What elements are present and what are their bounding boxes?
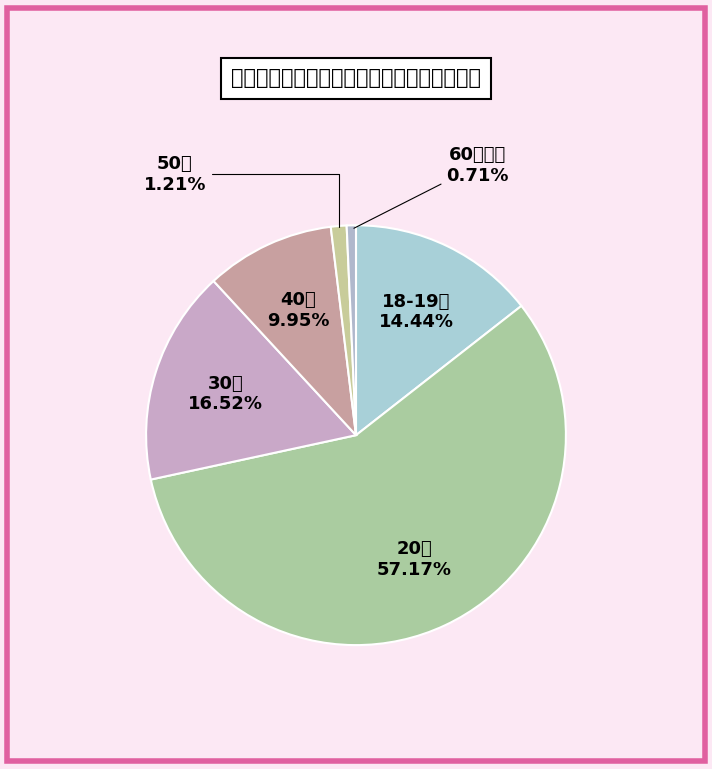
Text: 50代
1.21%: 50代 1.21% xyxy=(144,155,339,228)
Text: 30代
16.52%: 30代 16.52% xyxy=(188,375,263,413)
Text: 40代
9.95%: 40代 9.95% xyxy=(267,291,330,330)
Wedge shape xyxy=(331,225,356,435)
Text: 60代以上
0.71%: 60代以上 0.71% xyxy=(354,146,509,228)
Wedge shape xyxy=(214,227,356,435)
Wedge shape xyxy=(151,306,566,645)
Wedge shape xyxy=(347,225,356,435)
Title: 滋賀県のワクワクメール：女性会員の年齢層: 滋賀県のワクワクメール：女性会員の年齢層 xyxy=(231,68,481,88)
Text: 18-19歳
14.44%: 18-19歳 14.44% xyxy=(379,293,454,331)
Wedge shape xyxy=(146,281,356,480)
Text: 20代
57.17%: 20代 57.17% xyxy=(377,540,451,578)
Wedge shape xyxy=(356,225,521,435)
